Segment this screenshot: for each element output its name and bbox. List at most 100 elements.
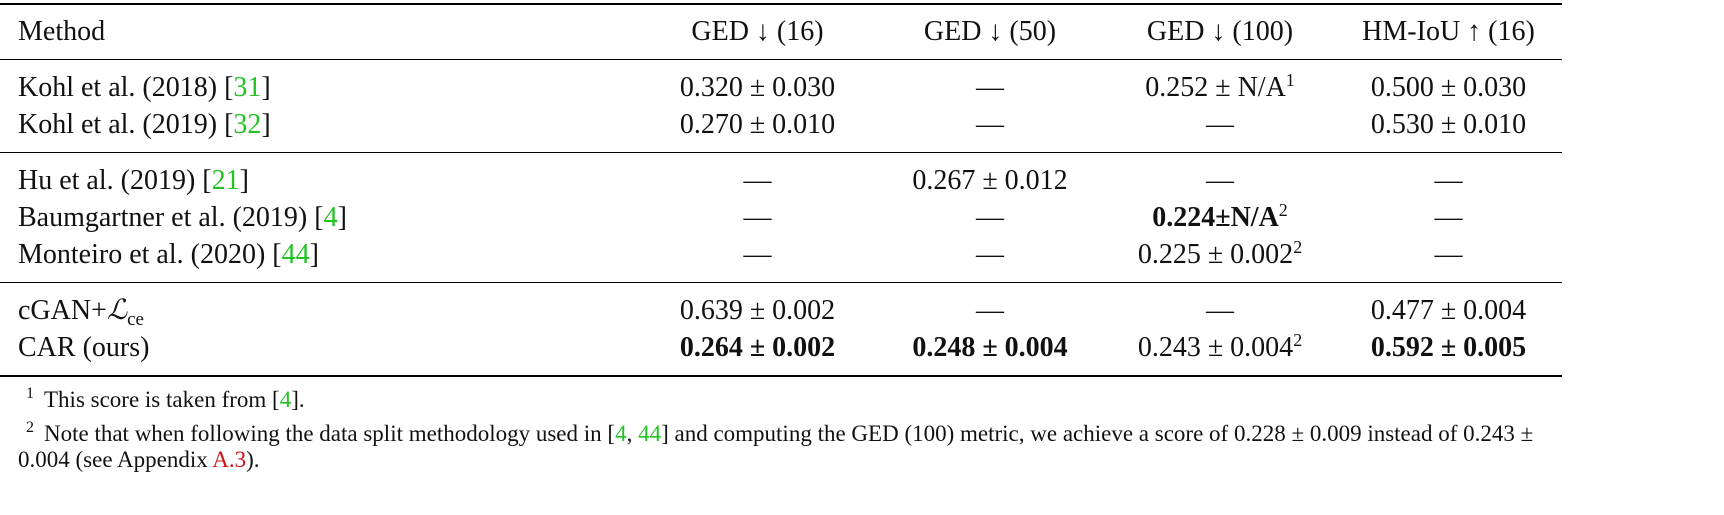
value-cell: —: [1335, 153, 1562, 200]
method-cell: Kohl et al. (2019) [32]: [0, 106, 640, 153]
value-cell: —: [1105, 283, 1335, 330]
value-cell: 0.500 ± 0.030: [1335, 60, 1562, 107]
text: 0.267 ± 0.012: [912, 165, 1068, 196]
value-cell: —: [875, 283, 1105, 330]
cite-text[interactable]: 32: [233, 109, 262, 140]
text: 0.320 ± 0.030: [679, 72, 836, 103]
value-cell: —: [1335, 199, 1562, 236]
header-row: Method GED ↓ (16) GED ↓ (50) GED ↓ (100) HM-…: [0, 4, 1562, 60]
text: 0.252 ± N/A: [1145, 72, 1286, 103]
method-cell: Monteiro et al. (2020) [44]: [0, 236, 640, 283]
footnote: 1 This score is taken from [4].: [18, 385, 1562, 413]
text: 0.500 ± 0.030: [1370, 72, 1527, 103]
table-row: Hu et al. (2019) [21] — 0.267 ± 0.012 — —: [0, 153, 1562, 200]
method-cell: Hu et al. (2019) [21]: [0, 153, 640, 200]
text: —: [976, 295, 1004, 326]
text: 0.270 ± 0.010: [679, 109, 836, 140]
row-group: cGAN+ℒce 0.639 ± 0.002 — — 0.477 ± 0.004 CAR …: [0, 283, 1562, 376]
footnote-mark: 1: [26, 385, 34, 402]
column-header: HM-IoU ↑ (16): [1362, 16, 1535, 47]
value-cell: 0.530 ± 0.010: [1335, 106, 1562, 153]
cite-text[interactable]: 4: [323, 202, 338, 233]
table-row: Kohl et al. (2019) [32] 0.270 ± 0.010 — — 0.…: [0, 106, 1562, 153]
link-text[interactable]: A.3: [212, 447, 247, 472]
text: ).: [246, 447, 260, 472]
bold-text: 0.592 ± 0.005: [1370, 332, 1527, 363]
value-cell: 0.264 ± 0.002: [640, 329, 875, 376]
sup-text: 1: [1285, 70, 1295, 90]
value-cell: —: [1335, 236, 1562, 283]
value-cell: 0.477 ± 0.004: [1335, 283, 1562, 330]
text: —: [976, 72, 1004, 103]
value-cell: —: [640, 236, 875, 283]
text: Note that when following the data split …: [44, 421, 616, 446]
column-header: Method: [18, 16, 106, 47]
cite-text[interactable]: 21: [211, 165, 240, 196]
table-wrap: Method GED ↓ (16) GED ↓ (50) GED ↓ (100) HM-…: [0, 3, 1562, 473]
value-cell: —: [875, 60, 1105, 107]
value-cell: —: [875, 106, 1105, 153]
method-cell: CAR (ours): [0, 329, 640, 376]
bold-text: 0.264 ± 0.002: [679, 332, 836, 363]
text: ]: [261, 109, 271, 140]
text: ]: [337, 202, 347, 233]
text: This score is taken from [: [44, 387, 280, 412]
text: CAR (ours): [18, 332, 150, 363]
text: Baumgartner et al. (2019) [: [18, 202, 324, 233]
text: 0.530 ± 0.010: [1370, 109, 1527, 140]
method-cell: Kohl et al. (2018) [31]: [0, 60, 640, 107]
cite-text[interactable]: 44: [281, 239, 310, 270]
table-header: Method GED ↓ (16) GED ↓ (50) GED ↓ (100) HM-…: [0, 4, 1562, 60]
text: Kohl et al. (2018) [: [18, 72, 234, 103]
value-cell: 0.639 ± 0.002: [640, 283, 875, 330]
sup-text: 2: [1278, 200, 1288, 220]
table-row: Monteiro et al. (2020) [44] — — 0.225 ± 0.0…: [0, 236, 1562, 283]
text: ] and computing the GED (100) metric, we…: [18, 421, 1534, 472]
table-row: cGAN+ℒce 0.639 ± 0.002 — — 0.477 ± 0.004: [0, 283, 1562, 330]
value-cell: 0.592 ± 0.005: [1335, 329, 1562, 376]
text: ].: [291, 387, 305, 412]
column-header: GED ↓ (100): [1146, 16, 1294, 47]
value-cell: —: [875, 199, 1105, 236]
sup-text: 2: [1293, 237, 1303, 257]
cite-text[interactable]: 4: [279, 387, 292, 412]
footnote-mark: 2: [26, 419, 34, 436]
value-cell: 0.248 ± 0.004: [875, 329, 1105, 376]
value-cell: 0.252 ± N/A1: [1105, 60, 1335, 107]
value-cell: —: [640, 153, 875, 200]
math-text: ℒ: [106, 295, 128, 326]
text: 0.477 ± 0.004: [1370, 295, 1527, 326]
text: Monteiro et al. (2020) [: [18, 239, 282, 270]
text: —: [1434, 165, 1463, 196]
method-cell: cGAN+ℒce: [0, 283, 640, 330]
results-table: Method GED ↓ (16) GED ↓ (50) GED ↓ (100) HM-…: [0, 3, 1562, 377]
text: Hu et al. (2019) [: [18, 165, 212, 196]
value-cell: 0.320 ± 0.030: [640, 60, 875, 107]
value-cell: —: [1105, 106, 1335, 153]
cite-text[interactable]: 44: [638, 421, 662, 446]
bold-text: 0.224±N/A: [1152, 202, 1279, 233]
cite-text[interactable]: 31: [233, 72, 262, 103]
text: —: [743, 239, 772, 270]
text: —: [1206, 109, 1234, 140]
text: ]: [239, 165, 249, 196]
text: ]: [309, 239, 319, 270]
text: cGAN+: [18, 295, 107, 326]
value-cell: 0.267 ± 0.012: [875, 153, 1105, 200]
text: Kohl et al. (2019) [: [18, 109, 234, 140]
text: 0.639 ± 0.002: [679, 295, 836, 326]
cite-text[interactable]: 4: [615, 421, 627, 446]
text: —: [976, 202, 1004, 233]
text: —: [1206, 295, 1234, 326]
text: —: [743, 165, 772, 196]
table-row: Baumgartner et al. (2019) [4] — — 0.224±N/A…: [0, 199, 1562, 236]
footnote: 2 Note that when following the data split…: [18, 419, 1562, 473]
value-cell: 0.270 ± 0.010: [640, 106, 875, 153]
text: —: [1434, 239, 1463, 270]
row-group: Hu et al. (2019) [21] —0.267 ± 0.012— — Bau…: [0, 153, 1562, 283]
value-cell: 0.225 ± 0.0022: [1105, 236, 1335, 283]
text: —: [743, 202, 772, 233]
sub-text: ce: [127, 309, 144, 330]
method-cell: Baumgartner et al. (2019) [4]: [0, 199, 640, 236]
